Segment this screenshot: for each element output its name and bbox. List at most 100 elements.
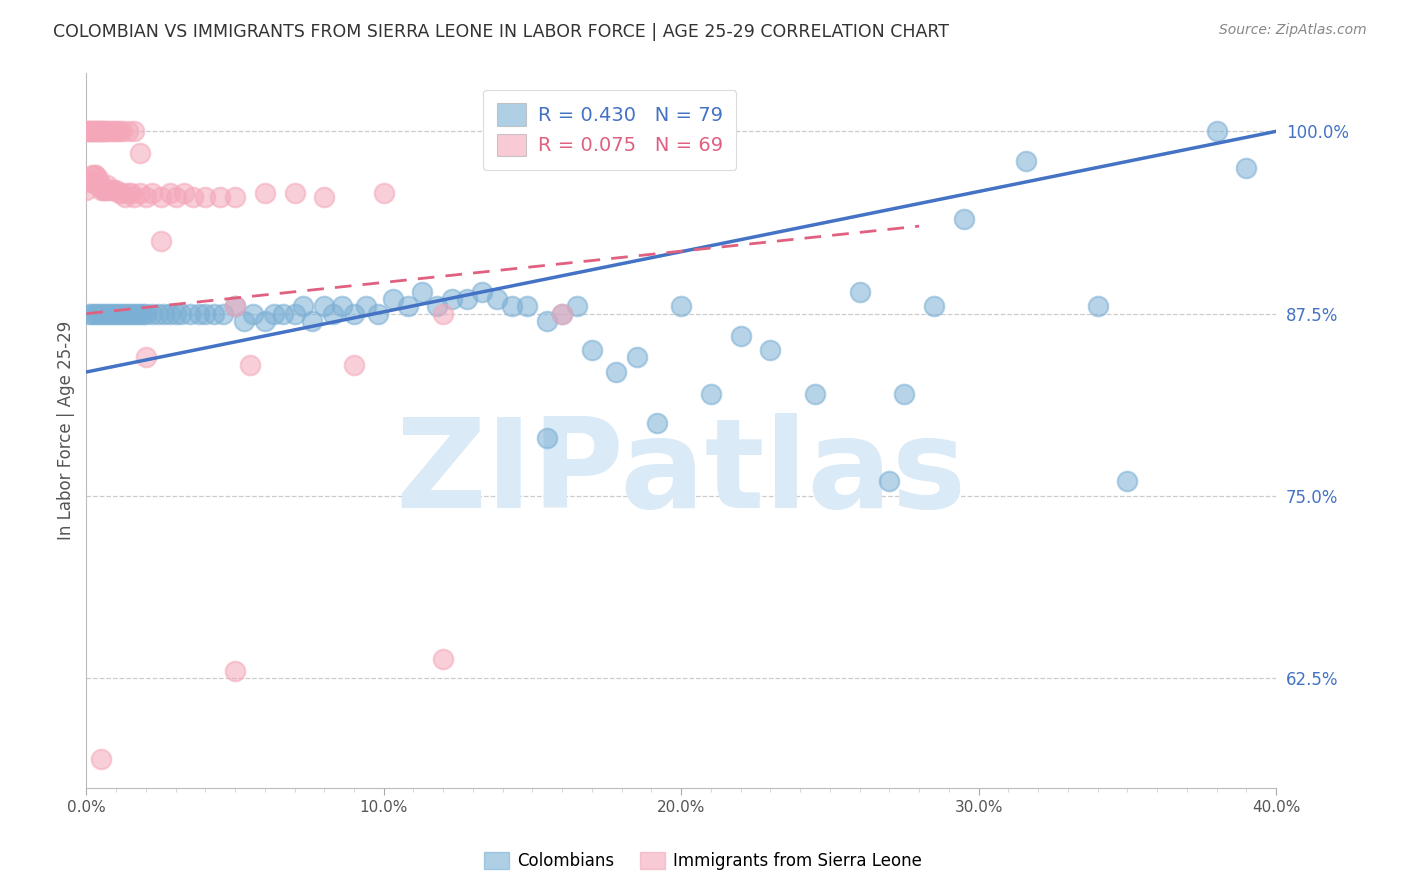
Point xyxy=(135,307,157,321)
Point xyxy=(194,190,217,204)
Point xyxy=(515,299,537,313)
Point xyxy=(101,183,124,197)
Point xyxy=(77,175,100,189)
Point xyxy=(98,124,121,138)
Point xyxy=(730,328,752,343)
Point xyxy=(253,186,276,200)
Point xyxy=(381,292,404,306)
Point xyxy=(170,307,193,321)
Point xyxy=(111,124,134,138)
Point xyxy=(501,299,523,313)
Point xyxy=(441,292,464,306)
Point xyxy=(471,285,494,299)
Point xyxy=(232,314,254,328)
Point xyxy=(93,124,115,138)
Point xyxy=(224,299,246,313)
Point xyxy=(75,183,97,197)
Point xyxy=(804,387,827,401)
Point xyxy=(893,387,915,401)
Point xyxy=(84,168,107,182)
Point xyxy=(149,190,172,204)
Point xyxy=(111,186,134,200)
Point xyxy=(87,175,110,189)
Point xyxy=(367,307,389,321)
Point xyxy=(111,307,134,321)
Point xyxy=(700,387,723,401)
Point xyxy=(105,183,128,197)
Point xyxy=(224,190,246,204)
Point xyxy=(322,307,344,321)
Point xyxy=(108,124,131,138)
Point xyxy=(551,307,574,321)
Point xyxy=(432,307,454,321)
Point xyxy=(135,190,157,204)
Point xyxy=(202,307,225,321)
Point xyxy=(292,299,315,313)
Point xyxy=(373,186,395,200)
Point xyxy=(239,358,262,372)
Point xyxy=(263,307,285,321)
Point xyxy=(82,124,104,138)
Point xyxy=(132,307,155,321)
Point xyxy=(87,307,110,321)
Point xyxy=(314,190,336,204)
Point xyxy=(1015,153,1038,168)
Point xyxy=(426,299,449,313)
Point xyxy=(159,307,181,321)
Point xyxy=(581,343,603,358)
Point xyxy=(456,292,478,306)
Legend: R = 0.430   N = 79, R = 0.075   N = 69: R = 0.430 N = 79, R = 0.075 N = 69 xyxy=(484,90,737,169)
Point xyxy=(952,211,974,226)
Point xyxy=(879,475,901,489)
Point xyxy=(114,190,136,204)
Point xyxy=(188,307,211,321)
Point xyxy=(330,299,353,313)
Point xyxy=(149,234,172,248)
Point xyxy=(536,431,558,445)
Point xyxy=(108,307,131,321)
Point xyxy=(759,343,782,358)
Point xyxy=(114,307,136,321)
Point xyxy=(565,299,588,313)
Point xyxy=(283,186,305,200)
Point xyxy=(108,186,131,200)
Point xyxy=(122,307,145,321)
Point xyxy=(194,307,217,321)
Point xyxy=(432,652,454,666)
Text: ZIPatlas: ZIPatlas xyxy=(395,413,967,533)
Point xyxy=(141,307,163,321)
Point xyxy=(105,307,128,321)
Point xyxy=(242,307,264,321)
Point xyxy=(128,186,150,200)
Point xyxy=(647,416,669,430)
Point xyxy=(90,124,112,138)
Point xyxy=(96,124,118,138)
Point xyxy=(101,307,124,321)
Point xyxy=(848,285,870,299)
Point xyxy=(93,124,115,138)
Point xyxy=(1234,161,1257,175)
Point xyxy=(90,183,112,197)
Point xyxy=(1205,124,1227,138)
Point xyxy=(98,183,121,197)
Point xyxy=(485,292,508,306)
Point xyxy=(90,124,112,138)
Point xyxy=(411,285,433,299)
Point xyxy=(90,307,112,321)
Point xyxy=(253,314,276,328)
Point xyxy=(354,299,377,313)
Point xyxy=(101,124,124,138)
Point xyxy=(77,307,100,321)
Point xyxy=(605,365,627,379)
Point xyxy=(93,183,115,197)
Text: COLOMBIAN VS IMMIGRANTS FROM SIERRA LEONE IN LABOR FORCE | AGE 25-29 CORRELATION: COLOMBIAN VS IMMIGRANTS FROM SIERRA LEON… xyxy=(53,23,949,41)
Point xyxy=(122,124,145,138)
Point xyxy=(84,168,107,182)
Point xyxy=(343,358,366,372)
Point xyxy=(98,307,121,321)
Point xyxy=(301,314,323,328)
Point xyxy=(212,307,235,321)
Point xyxy=(96,183,118,197)
Point xyxy=(128,146,150,161)
Point xyxy=(87,178,110,193)
